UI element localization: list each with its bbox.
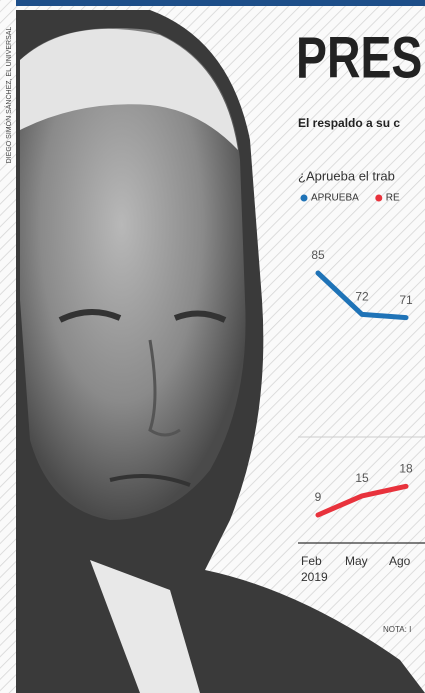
note: NOTA: I bbox=[383, 625, 411, 634]
legend-dot bbox=[375, 194, 383, 202]
line bbox=[315, 483, 409, 518]
legend-label: RE bbox=[386, 193, 400, 204]
legend-label: APRUEBA bbox=[311, 193, 359, 204]
x-tick-label: Ago bbox=[389, 554, 411, 568]
data-label: 72 bbox=[355, 290, 369, 304]
photo-credit: DIEGO SIMÓN SÁNCHEZ, EL UNIVERSAL bbox=[4, 27, 13, 164]
x-tick-label: May bbox=[345, 554, 368, 568]
question: ¿Aprueba el trab bbox=[298, 168, 395, 183]
photo bbox=[16, 10, 425, 693]
data-label: 18 bbox=[399, 462, 413, 476]
line bbox=[315, 270, 409, 321]
x-tick-label: Feb bbox=[301, 554, 322, 568]
data-label: 15 bbox=[355, 471, 369, 485]
data-label: 85 bbox=[311, 248, 325, 262]
legend-dot bbox=[300, 194, 308, 202]
x-year-label: 2019 bbox=[301, 570, 328, 584]
subtitle: El respaldo a su c bbox=[298, 116, 400, 130]
data-label: 9 bbox=[315, 490, 322, 504]
top-bar bbox=[16, 0, 425, 6]
title: PRES bbox=[296, 25, 422, 90]
data-label: 71 bbox=[399, 293, 413, 307]
